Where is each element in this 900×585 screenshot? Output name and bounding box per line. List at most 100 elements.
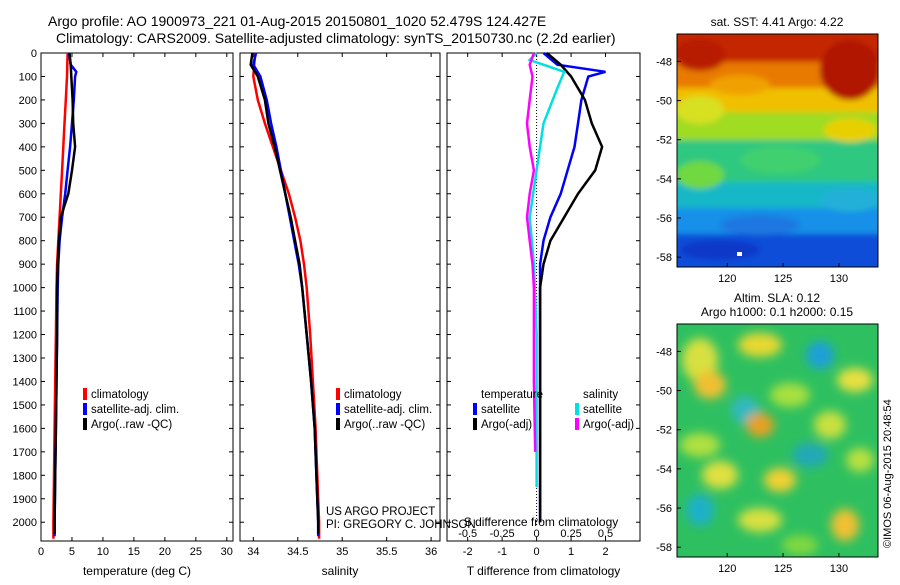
map-y-tick-label: -50 <box>656 96 672 108</box>
x-tick-label: 36 <box>425 546 437 558</box>
map-y-tick-label: -54 <box>656 174 672 186</box>
y-tick-label: 300 <box>19 118 37 130</box>
x-tick-label: -2 <box>463 546 473 558</box>
legend-label: Argo(..raw -QC) <box>344 419 425 431</box>
project-annotation: US ARGO PROJECT <box>326 506 435 518</box>
x-tick-label: 1 <box>568 546 574 558</box>
y-tick-label: 0 <box>31 48 37 60</box>
series-line <box>527 52 566 487</box>
x-tick-label: 34.5 <box>287 546 308 558</box>
map-y-tick-label: -58 <box>656 252 672 264</box>
series-line <box>53 52 77 534</box>
s-tick-label: -0.5 <box>458 528 477 540</box>
legend-swatch <box>336 418 340 430</box>
y-tick-label: 100 <box>19 71 37 83</box>
x-tick-label: -1 <box>497 546 507 558</box>
legend-label: Argo(-adj) <box>481 419 532 431</box>
map-y-tick-label: -50 <box>656 386 672 398</box>
x-tick-label: 25 <box>190 546 202 558</box>
legend-label: satellite-adj. clim. <box>344 404 432 416</box>
x-axis-label: T difference from climatology <box>467 564 621 578</box>
legend-swatch <box>83 403 87 415</box>
sla-map-title-1: Altim. SLA: 0.12 <box>734 291 820 305</box>
y-tick-label: 1200 <box>13 330 37 342</box>
s-tick-label: 0.25 <box>560 528 581 540</box>
map-y-tick-label: -56 <box>656 503 672 515</box>
y-tick-label: 800 <box>19 236 37 248</box>
sla-map-title-2: Argo h1000: 0.1 h2000: 0.15 <box>701 305 853 319</box>
x-tick-label: 34 <box>247 546 259 558</box>
sst-map-title: sat. SST: 4.41 Argo: 4.22 <box>711 15 844 29</box>
plot-frame <box>239 52 441 542</box>
y-tick-label: 1800 <box>13 470 37 482</box>
sst-heatmap-field <box>677 34 878 267</box>
map-x-tick-label: 125 <box>774 563 792 575</box>
legend-swatch <box>336 403 340 415</box>
y-tick-label: 700 <box>19 212 37 224</box>
series-line <box>525 52 537 452</box>
map-y-tick-label: -54 <box>656 464 672 476</box>
x-tick-label: 30 <box>221 546 233 558</box>
legend-label: satellite-adj. clim. <box>91 404 179 416</box>
s-tick-label: 0 <box>534 528 540 540</box>
legend-swatch <box>336 388 340 400</box>
y-tick-label: 1300 <box>13 353 37 365</box>
x-tick-label: 20 <box>159 546 171 558</box>
map-y-tick-label: -56 <box>656 213 672 225</box>
map-x-tick-label: 130 <box>830 563 848 575</box>
header-line2: Climatology: CARS2009. Satellite-adjuste… <box>56 30 616 46</box>
x-tick-label: 0 <box>38 546 44 558</box>
y-tick-label: 200 <box>19 95 37 107</box>
legend-label: satellite <box>583 404 622 416</box>
s-tick-label: -0.25 <box>490 528 515 540</box>
header-line1: Argo profile: AO 1900973_221 01-Aug-2015… <box>48 13 546 29</box>
project-annotation: PI: GREGORY C. JOHNSON <box>326 519 476 531</box>
x-tick-label: 10 <box>97 546 109 558</box>
x-tick-label: 35 <box>336 546 348 558</box>
y-tick-label: 1900 <box>13 494 37 506</box>
y-tick-label: 500 <box>19 165 37 177</box>
legend-swatch <box>83 418 87 430</box>
legend-label: Argo(-adj) <box>583 419 634 431</box>
legend-swatch <box>575 418 579 430</box>
y-tick-label: 1500 <box>13 400 37 412</box>
x-tick-label: 35.5 <box>376 546 397 558</box>
map-y-tick-label: -48 <box>656 56 672 68</box>
temperature-panel: 0100200300400500600700800900100011001200… <box>13 48 234 578</box>
difference-panel: -2 -1 0 1 2 T difference from climatology -0.5… <box>446 52 641 578</box>
salinity-panel: 34 34.5 35 35.5 36 salinity climatology satelli… <box>239 52 476 578</box>
map-y-tick-label: -48 <box>656 346 672 358</box>
y-tick-label: 2000 <box>13 517 37 529</box>
legend-label: climatology <box>91 389 149 401</box>
y-tick-label: 1000 <box>13 283 37 295</box>
series-line <box>252 52 321 539</box>
map-x-tick-label: 120 <box>718 273 736 285</box>
legend-swatch <box>575 403 579 415</box>
series-line <box>249 52 320 534</box>
x-tick-label: 5 <box>69 546 75 558</box>
sla-heatmap-field <box>677 324 878 557</box>
x-axis-label: salinity <box>322 564 359 578</box>
x-tick-label: 15 <box>128 546 140 558</box>
y-tick-label: 1400 <box>13 376 37 388</box>
map-y-tick-label: -52 <box>656 135 672 147</box>
legend-label: climatology <box>344 389 402 401</box>
plot-frame <box>40 52 234 542</box>
x-tick-label: 2 <box>602 546 608 558</box>
series-line <box>538 52 604 523</box>
map-x-tick-label: 125 <box>774 273 792 285</box>
x-tick-label: 0 <box>534 546 540 558</box>
legend-swatch <box>473 418 477 430</box>
map-x-tick-label: 130 <box>830 273 848 285</box>
y-tick-label: 900 <box>19 259 37 271</box>
series-line <box>538 52 606 523</box>
legend-group-title: temperature <box>481 389 543 401</box>
legend-swatch <box>473 403 477 415</box>
watermark: ©IMOS 06-Aug-2015 20:48:54 <box>882 399 894 548</box>
map-y-tick-label: -52 <box>656 425 672 437</box>
legend-label: Argo(..raw -QC) <box>91 419 172 431</box>
map-y-tick-label: -58 <box>656 542 672 554</box>
sla-map: Altim. SLA: 0.12 Argo h1000: 0.1 h2000: … <box>656 291 879 575</box>
y-tick-label: 1100 <box>13 306 37 318</box>
